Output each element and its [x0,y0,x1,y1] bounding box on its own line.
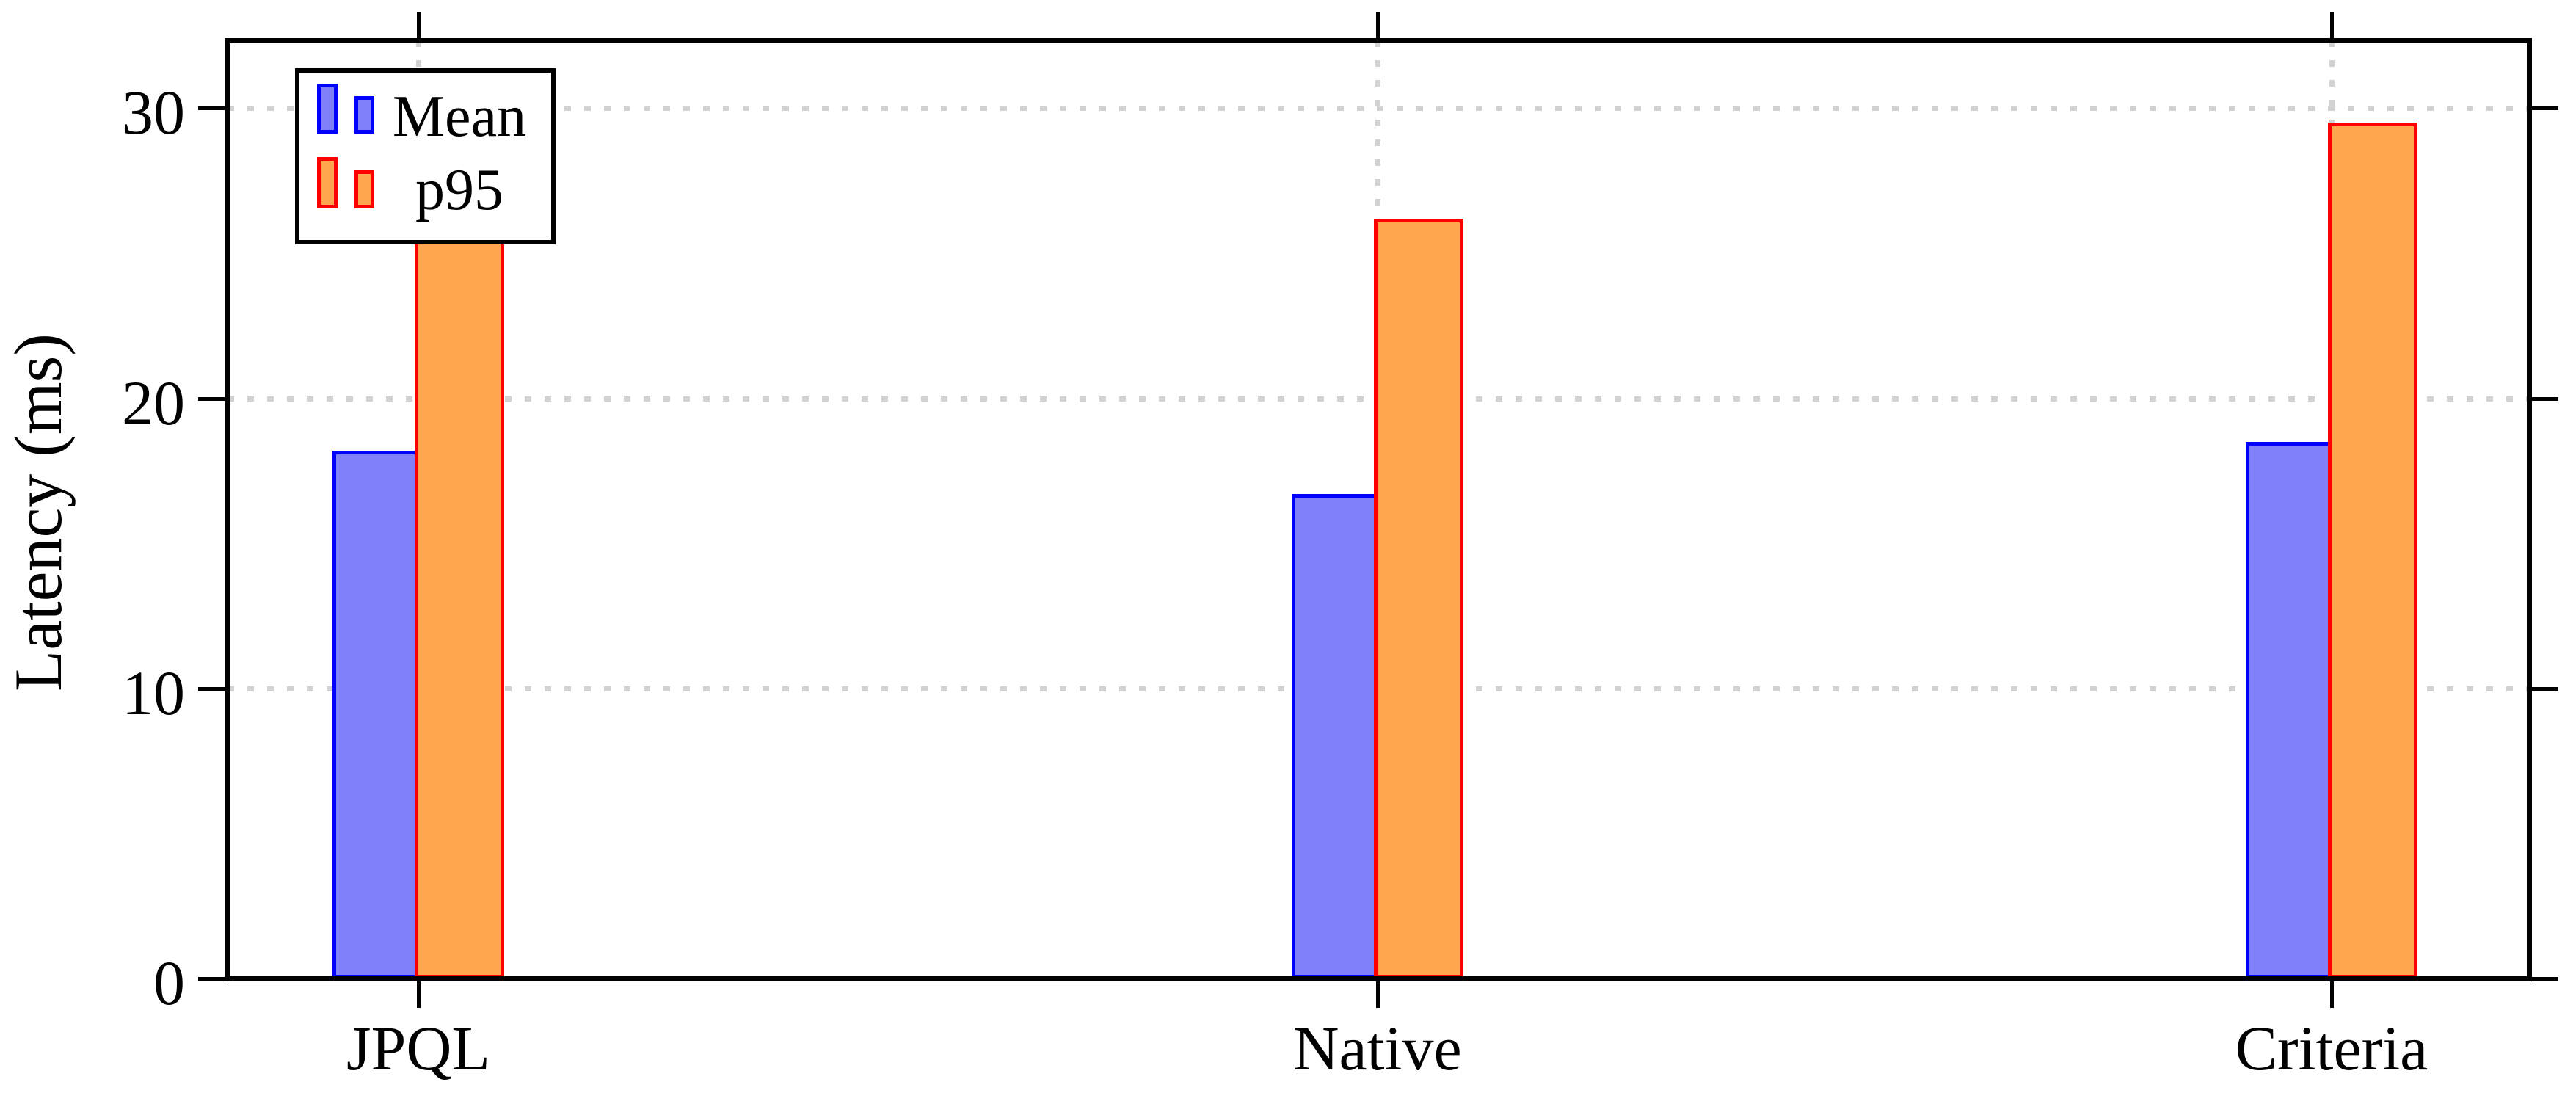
y-tick-right-10 [2532,687,2558,691]
x-tick-top-jpql [417,12,421,38]
bar-p95-native [1374,219,1463,978]
y-axis-label: Latency (ms) [1,333,76,691]
x-tick-label-native: Native [1293,1013,1462,1083]
legend-swatch-p95-2 [354,170,374,208]
bar-p95-criteria [2328,123,2417,978]
x-tick-label-criteria: Criteria [2235,1013,2428,1083]
y-tick-right-20 [2532,397,2558,401]
bar-p95-jpql [415,181,504,978]
bar-mean-criteria [2246,442,2332,978]
y-tick-label-10: 10 [122,658,185,728]
y-tick-label-30: 30 [122,77,185,148]
x-tick-bottom-jpql [417,981,421,1008]
y-tick-label-20: 20 [122,368,185,438]
legend-swatch-mean-1 [317,84,338,134]
y-tick-left-20 [198,397,225,401]
x-tick-label-jpql: JPQL [346,1013,490,1083]
bar-mean-jpql [332,451,418,978]
x-tick-top-criteria [2330,12,2334,38]
y-tick-left-30 [198,106,225,110]
y-tick-left-0 [198,977,225,981]
legend-label-p95: p95 [415,158,503,222]
bar-mean-native [1292,494,1378,978]
legend-swatch-mean-2 [354,96,374,134]
y-tick-left-10 [198,687,225,691]
legend-label-mean: Mean [392,84,527,149]
x-tick-bottom-criteria [2330,981,2334,1008]
x-tick-top-native [1376,12,1380,38]
legend: Mean p95 [295,68,556,244]
y-tick-right-0 [2532,977,2558,981]
y-tick-right-30 [2532,106,2558,110]
legend-swatch-p95-1 [317,157,338,208]
x-tick-bottom-native [1376,981,1380,1008]
y-tick-label-0: 0 [153,948,185,1018]
